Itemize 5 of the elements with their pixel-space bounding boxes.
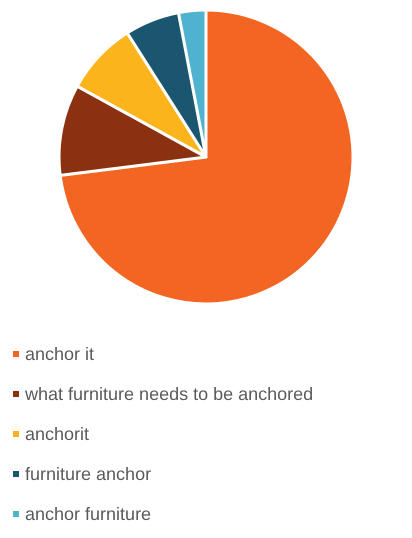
legend-label: anchorit xyxy=(25,424,90,444)
legend-label: anchor furniture xyxy=(25,504,152,524)
legend-label: furniture anchor xyxy=(25,464,152,484)
legend-label: anchor it xyxy=(25,344,94,364)
legend-label: what furniture needs to be anchored xyxy=(24,384,314,404)
